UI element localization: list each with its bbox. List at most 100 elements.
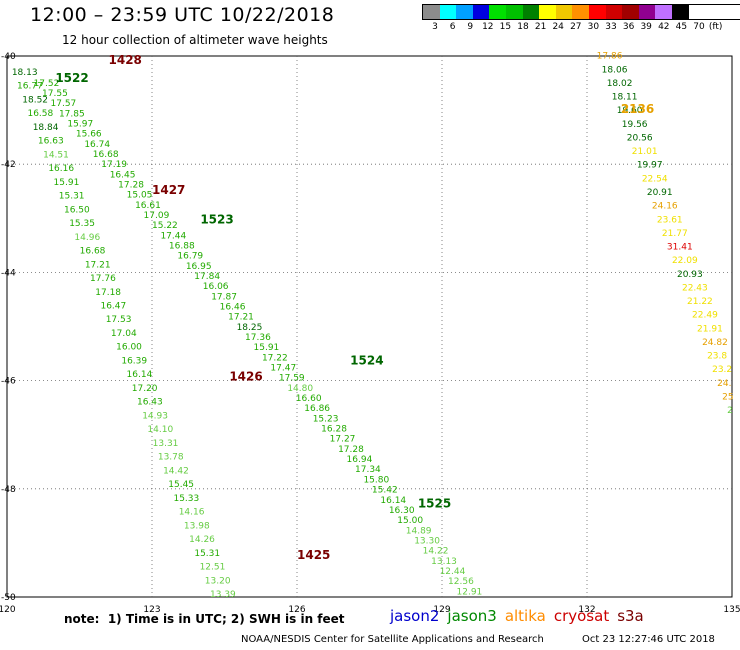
wave-height-label: 17.34: [355, 465, 381, 475]
wave-height-label: 13.98: [184, 521, 210, 531]
wave-height-label: 13.31: [153, 439, 179, 449]
legend-swatches: [422, 4, 740, 20]
longitude-tick-label: 132: [578, 605, 595, 615]
wave-height-label: 16.79: [177, 252, 203, 262]
latitude-tick-label: -44: [1, 268, 16, 278]
wave-height-label: 22.09: [672, 256, 698, 266]
wave-height-label: 14.89: [406, 526, 432, 536]
wave-height-label: 31.41: [667, 243, 693, 253]
wave-height-label: 14.93: [142, 411, 168, 421]
legend-swatch: [539, 5, 556, 19]
legend-label: 70: [693, 22, 705, 32]
wave-height-label: 15.31: [194, 549, 220, 559]
wave-height-label: 17.55: [42, 89, 68, 99]
pass-number-label: 1523: [200, 213, 233, 227]
wave-height-label: 14.42: [163, 466, 189, 476]
legend-labels: 3 6 9 12 15 18 21 24 27 30 33 36 39 42 45 70 (ft): [422, 20, 740, 34]
pass-number-label: 1522: [55, 71, 88, 85]
wave-height-label: 16.86: [304, 404, 330, 414]
wave-height-label: 16.61: [135, 201, 161, 211]
wave-height-label: 19.56: [622, 120, 648, 130]
wave-height-label: 13.78: [158, 453, 184, 463]
wave-height-label: 18.06: [602, 65, 628, 75]
wave-height-label: 24.82: [702, 338, 728, 348]
wave-height-label: 17.22: [262, 353, 288, 363]
wave-height-label: 16.68: [93, 150, 119, 160]
wave-height-label: 14.22: [423, 547, 449, 557]
wave-height-label: 17.28: [338, 445, 364, 455]
wave-height-label: 17.36: [245, 333, 271, 343]
legend-label: 18: [517, 22, 529, 32]
generation-timestamp: Oct 23 12:27:46 UTC 2018: [582, 634, 715, 645]
wave-height-label: 16.45: [110, 170, 136, 180]
legend-swatch: [671, 5, 689, 19]
legend-label: 9: [467, 22, 474, 32]
wave-height-label: 23.8: [707, 352, 727, 362]
wave-height-label: 16.43: [137, 398, 163, 408]
legend-label: 12: [482, 22, 494, 32]
wave-height-label: 24.: [717, 379, 731, 389]
pass-number-label: 1428: [109, 53, 142, 67]
satellite-altika: altika: [504, 607, 546, 625]
wave-height-label: 20.91: [647, 188, 673, 198]
wave-height-label: 15.91: [54, 178, 80, 188]
satellite-jason2: jason2: [390, 607, 440, 625]
wave-height-label: 18.25: [237, 323, 263, 333]
wave-height-label: 17.47: [270, 364, 296, 374]
wave-height-label: 15.97: [67, 119, 93, 129]
legend-swatch: [472, 5, 490, 19]
footnote: note: 1) Time is in UTC; 2) SWH is in fe…: [64, 612, 345, 626]
longitude-tick-label: 126: [288, 605, 305, 615]
satellite-cryosat: cryosat: [553, 607, 610, 625]
legend-swatch: [588, 5, 606, 19]
wave-height-label: 19.60: [617, 106, 643, 116]
wave-height-label: 16.14: [380, 496, 406, 506]
wave-height-label: 16.58: [27, 109, 53, 119]
wave-height-label: 17.28: [118, 180, 144, 190]
wave-height-label: 16.16: [48, 164, 74, 174]
legend-swatch: [423, 5, 440, 19]
wave-height-label: 15.31: [59, 192, 85, 202]
wave-height-label: 21.22: [687, 297, 713, 307]
wave-height-label: 20.93: [677, 270, 703, 280]
wave-height-label: 17.21: [85, 260, 111, 270]
wave-height-label: 18.84: [33, 123, 59, 133]
wave-height-label: 17.09: [144, 211, 170, 221]
wave-height-label: 14.80: [287, 384, 313, 394]
map-subtitle: 12 hour collection of altimeter wave hei…: [62, 33, 328, 47]
wave-height-label: 21.01: [632, 147, 658, 157]
legend-swatch: [489, 5, 506, 19]
legend-swatch: [456, 5, 473, 19]
wave-height-label: 16.14: [127, 370, 153, 380]
legend-label: 33: [605, 22, 617, 32]
wave-height-label: 15.05: [127, 191, 153, 201]
wave-height-label: 17.59: [279, 374, 305, 384]
wave-height-label: 16.60: [296, 394, 322, 404]
wave-height-label: 17.52: [34, 79, 60, 89]
wave-height-label: 20.56: [627, 133, 653, 143]
wave-height-label: 23.61: [657, 215, 683, 225]
map-frame: [6, 55, 733, 598]
legend-label: 42: [658, 22, 670, 32]
wave-height-legend: 3 6 9 12 15 18 21 24 27 30 33 36 39 42 45 70 (ft): [422, 4, 740, 34]
pass-number-label: 1525: [418, 497, 451, 511]
wave-height-label: 25: [722, 392, 733, 402]
wave-height-label: 14.51: [43, 150, 69, 160]
wave-height-label: 17.84: [194, 272, 220, 282]
wave-height-label: 18.11: [612, 93, 638, 103]
legend-unit: (ft): [708, 22, 723, 32]
wave-height-label: 22.43: [682, 283, 708, 293]
wave-height-label: 17.87: [211, 292, 237, 302]
legend-swatch: [505, 5, 523, 19]
wave-height-label: 13.39: [210, 590, 236, 600]
wave-height-label: 2: [727, 406, 733, 416]
wave-height-label: 17.04: [111, 329, 137, 339]
pass-number-label: 1426: [229, 370, 262, 384]
wave-height-label: 16.39: [121, 356, 147, 366]
wave-height-label: 14.26: [189, 535, 215, 545]
legend-swatch: [572, 5, 589, 19]
legend-label: 24: [552, 22, 564, 32]
wave-height-label: 16.77: [17, 82, 43, 92]
pass-number-label: 1524: [350, 353, 383, 367]
map-title: 12:00 – 23:59 UTC 10/22/2018: [30, 4, 335, 26]
